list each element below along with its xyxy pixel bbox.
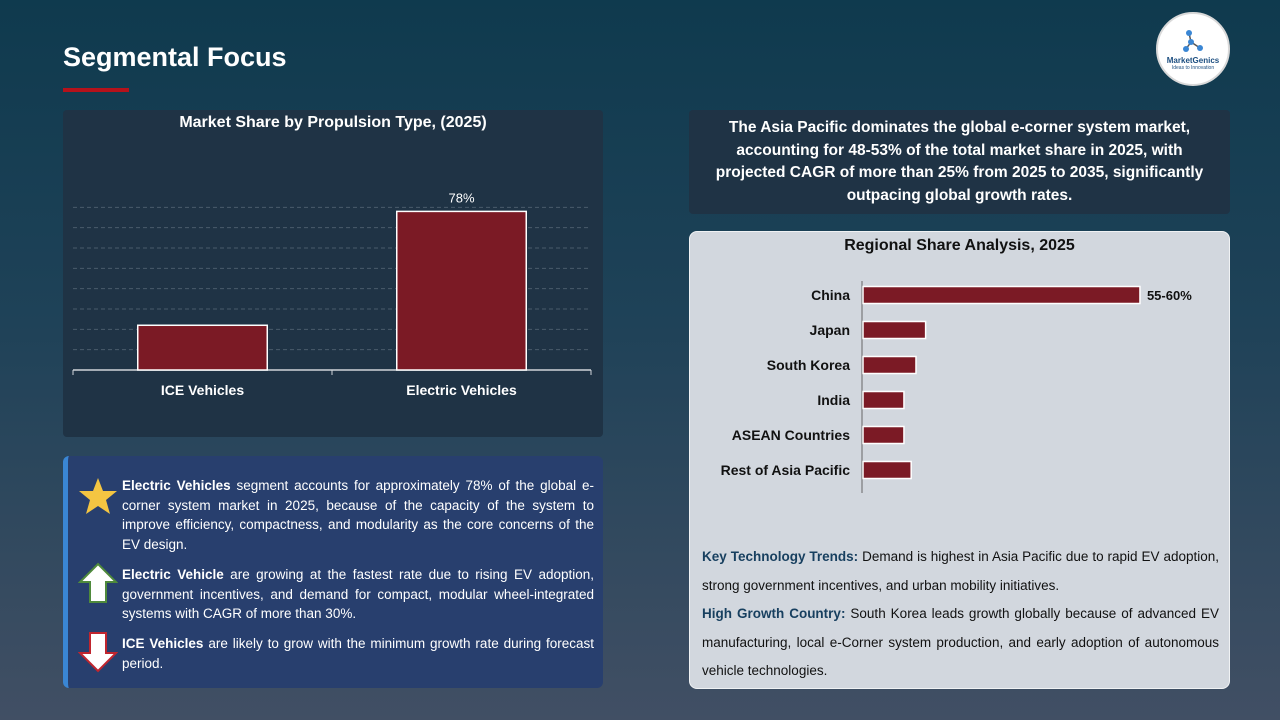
bar-india bbox=[862, 390, 905, 410]
bar-asean-countries bbox=[862, 425, 905, 445]
arrow-down-icon bbox=[78, 632, 118, 673]
category-label: ICE Vehicles bbox=[161, 382, 244, 398]
segment-notes-panel: Electric Vehicles segment accounts for a… bbox=[63, 456, 603, 688]
note-text: are likely to grow with the minimum grow… bbox=[122, 636, 595, 671]
bar-south-korea bbox=[862, 355, 917, 375]
propulsion-chart-title: Market Share by Propulsion Type, (2025) bbox=[179, 114, 487, 131]
regional-chart-title: Regional Share Analysis, 2025 bbox=[844, 237, 1075, 254]
title-underline bbox=[63, 88, 129, 92]
note-text: segment accounts for approximately 78% o… bbox=[122, 478, 594, 552]
regional-share-panel: China 55-60% Japan South Korea India ASEAN Co… bbox=[689, 231, 1230, 689]
note-ice-vehicles: ICE Vehicles are likely to grow with the… bbox=[122, 634, 594, 673]
star-icon bbox=[79, 478, 117, 514]
regional-bar-chart: China 55-60% Japan South Korea India ASEAN Co… bbox=[721, 281, 1192, 493]
note-electric-vehicle-growth: Electric Vehicle are growing at the fast… bbox=[122, 565, 594, 624]
note-electric-vehicles: Electric Vehicles segment accounts for a… bbox=[122, 476, 594, 554]
logo-tagline: Ideas to Innovation bbox=[1171, 64, 1215, 71]
category-label: China bbox=[811, 287, 850, 303]
growth-text: South Korea leads growth globally becaus… bbox=[702, 606, 1219, 678]
molecule-icon bbox=[1183, 29, 1203, 52]
category-label: Electric Vehicles bbox=[406, 382, 517, 398]
arrow-up-icon bbox=[78, 562, 118, 603]
note-text: are growing at the fastest rate due to r… bbox=[122, 567, 594, 621]
bar-china bbox=[862, 285, 1141, 305]
bar-electric-vehicles bbox=[396, 210, 527, 371]
category-label: South Korea bbox=[767, 357, 850, 373]
data-label: 55-60% bbox=[1147, 288, 1192, 303]
note-bold: Electric Vehicles bbox=[122, 478, 231, 493]
growth-label: High Growth Country: bbox=[702, 606, 846, 621]
note-bold: Electric Vehicle bbox=[122, 567, 224, 582]
trend-text: Demand is highest in Asia Pacific due to… bbox=[702, 549, 1219, 593]
propulsion-bar-chart: ICE Vehicles Electric Vehicles 78% bbox=[72, 190, 592, 398]
page-title: Segmental Focus bbox=[63, 42, 287, 72]
key-technology-trends: Key Technology Trends: Demand is highest… bbox=[702, 543, 1219, 600]
data-label: 78% bbox=[448, 190, 474, 205]
propulsion-chart-panel: ICE Vehicles Electric Vehicles 78% Market … bbox=[63, 110, 603, 437]
category-label: ASEAN Countries bbox=[732, 427, 850, 443]
bar-ice-vehicles bbox=[137, 324, 268, 371]
bar-rest-of-asia-pacific bbox=[862, 460, 912, 480]
category-label: Japan bbox=[810, 322, 850, 338]
note-bold: ICE Vehicles bbox=[122, 636, 204, 651]
bar-japan bbox=[862, 320, 927, 340]
category-label: Rest of Asia Pacific bbox=[721, 462, 851, 478]
trend-label: Key Technology Trends: bbox=[702, 549, 859, 564]
high-growth-country: High Growth Country: South Korea leads g… bbox=[702, 600, 1219, 686]
logo-name: MarketGenics bbox=[1166, 55, 1220, 65]
asia-pacific-highlight: The Asia Pacific dominates the global e-… bbox=[689, 110, 1230, 214]
category-label: India bbox=[817, 392, 850, 408]
company-logo: MarketGenics Ideas to Innovation bbox=[1156, 12, 1230, 86]
